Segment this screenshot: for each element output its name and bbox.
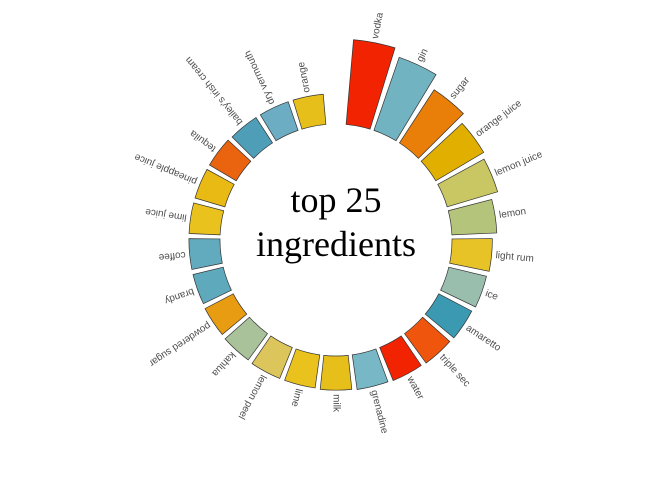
label-bailey-s-irish-cream: bailey's irish cream bbox=[183, 54, 245, 127]
label-orange-juice: orange juice bbox=[474, 98, 525, 140]
bar-lime bbox=[284, 348, 321, 389]
chart-title-line-1: top 25 bbox=[290, 180, 382, 220]
bar-powdered-sugar bbox=[204, 293, 248, 335]
bar-lemon bbox=[447, 199, 498, 236]
label-water: water bbox=[404, 374, 426, 402]
bar-amaretto bbox=[424, 293, 473, 339]
label-amaretto: amaretto bbox=[464, 323, 503, 354]
bar-milk bbox=[319, 354, 353, 391]
label-tequila: tequila bbox=[188, 127, 219, 154]
label-lemon-juice: lemon juice bbox=[493, 149, 544, 179]
label-pineapple-juice: pineapple juice bbox=[132, 151, 198, 187]
label-kahlua: kahlua bbox=[209, 349, 237, 379]
label-lime-juice: lime juice bbox=[144, 206, 187, 223]
label-gin: gin bbox=[415, 47, 431, 64]
chart-title-line-2: ingredients bbox=[256, 224, 416, 264]
label-light-rum: light rum bbox=[495, 250, 534, 265]
bar-dry-vermouth bbox=[259, 101, 299, 142]
label-brandy: brandy bbox=[163, 285, 195, 306]
label-lemon-peel: lemon peel bbox=[236, 373, 269, 421]
bar-bailey-s-irish-cream bbox=[231, 117, 274, 159]
label-sugar: sugar bbox=[448, 75, 473, 102]
label-orange: orange bbox=[296, 60, 313, 93]
bar-tequila bbox=[209, 139, 252, 182]
bar-lime-juice bbox=[188, 202, 225, 236]
bar-vodka bbox=[345, 39, 396, 130]
label-lime: lime bbox=[289, 387, 304, 408]
label-coffee: coffee bbox=[158, 249, 186, 263]
bar-lemon-peel bbox=[251, 335, 293, 379]
bar-brandy bbox=[192, 266, 232, 305]
bar-kahlua bbox=[224, 316, 268, 361]
bar-lemon-juice bbox=[437, 158, 499, 208]
label-milk: milk bbox=[330, 394, 341, 413]
label-triple-sec: triple sec bbox=[437, 352, 472, 389]
label-ice: ice bbox=[484, 288, 500, 303]
bar-coffee bbox=[188, 238, 223, 270]
label-powdered-sugar: powdered sugar bbox=[146, 320, 212, 369]
bar-sugar bbox=[398, 89, 464, 159]
label-lemon: lemon bbox=[498, 206, 527, 221]
bar-light-rum bbox=[449, 238, 493, 272]
bar-orange-juice bbox=[420, 122, 485, 182]
bar-orange bbox=[292, 93, 327, 130]
label-vodka: vodka bbox=[370, 11, 386, 40]
bar-triple-sec bbox=[404, 316, 451, 364]
bar-gin bbox=[373, 56, 437, 142]
bar-grenadine bbox=[351, 348, 389, 390]
bar-water bbox=[379, 335, 422, 382]
bar-ice bbox=[440, 266, 487, 308]
label-dry-vermouth: dry vermouth bbox=[243, 49, 278, 107]
label-grenadine: grenadine bbox=[368, 389, 390, 435]
bar-group bbox=[188, 39, 499, 391]
bar-pineapple-juice bbox=[194, 168, 235, 208]
